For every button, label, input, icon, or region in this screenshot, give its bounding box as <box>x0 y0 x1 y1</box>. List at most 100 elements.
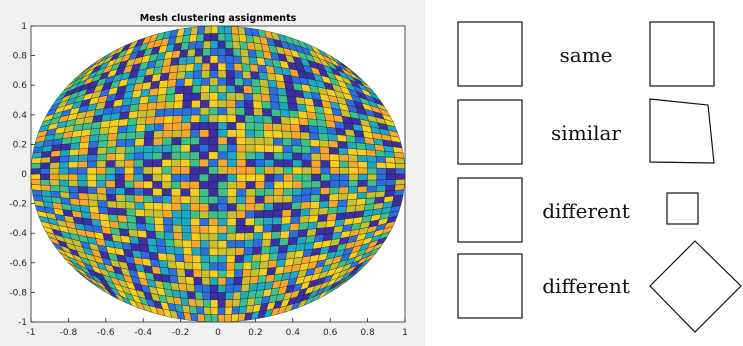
mesh-cell <box>355 142 367 150</box>
mesh-cell <box>245 203 256 211</box>
mesh-cell <box>124 180 135 189</box>
mesh-cell <box>139 243 150 253</box>
mesh-cell <box>171 137 182 146</box>
mesh-cell <box>190 136 200 145</box>
mesh-cell <box>157 252 168 261</box>
mesh-cell <box>185 276 195 285</box>
mesh-cell <box>208 240 219 249</box>
mesh-cell <box>217 269 227 278</box>
mesh-cell <box>316 220 327 229</box>
mesh-cell <box>217 188 228 197</box>
mesh-cell <box>385 179 396 186</box>
mesh-cell <box>244 239 254 248</box>
mesh-cell <box>254 217 264 226</box>
mesh-cell <box>134 208 146 217</box>
mesh-cell <box>174 85 185 95</box>
mesh-cell <box>105 153 116 161</box>
mesh-cell <box>96 173 107 181</box>
mesh-cell <box>203 306 212 315</box>
mesh-cell <box>180 151 191 160</box>
mesh-cell <box>336 205 348 214</box>
mesh-cell <box>339 160 350 168</box>
mesh-cell <box>100 219 111 228</box>
mesh-cell <box>162 137 173 146</box>
mesh-cell <box>189 188 200 197</box>
mesh-cell <box>233 63 243 72</box>
mesh-cell <box>271 115 282 124</box>
mesh-cell <box>263 202 274 211</box>
mesh-cell <box>290 131 302 140</box>
mesh-cell <box>126 215 137 224</box>
mesh-cell <box>326 213 337 222</box>
mesh-cell <box>191 254 202 263</box>
mesh-cell <box>99 126 110 135</box>
x-tick-label: 0 <box>215 328 221 338</box>
mesh-cell <box>227 151 237 160</box>
mesh-cell <box>86 180 97 188</box>
mesh-cell <box>208 159 219 167</box>
mesh-cell <box>186 48 196 57</box>
mesh-cell <box>172 115 183 124</box>
same-square <box>649 21 715 87</box>
mesh-cell <box>254 195 265 204</box>
mesh-cell <box>139 95 150 105</box>
mesh-cell <box>200 262 210 271</box>
mesh-cell <box>190 129 200 138</box>
mesh-cell <box>107 132 118 141</box>
mesh-cell <box>181 232 192 241</box>
plot-title: Mesh clustering assignments <box>140 13 297 24</box>
mesh-cell <box>275 258 286 268</box>
mesh-cell <box>143 166 153 175</box>
mesh-cell <box>164 100 175 110</box>
mesh-cell <box>301 173 312 182</box>
mesh-cell <box>120 235 131 244</box>
mesh-cell <box>143 145 154 153</box>
mesh-cell <box>348 167 359 175</box>
mesh-cell <box>280 116 291 125</box>
mesh-cell <box>172 122 182 131</box>
y-axis-ticks: 1 0.8 0.6 0.4 0.2 0 -0.2 -0.4 -0.6 -0.8 -1 <box>9 22 35 328</box>
mesh-cell <box>190 217 201 226</box>
mesh-cell <box>68 161 79 169</box>
mesh-cell <box>308 214 319 223</box>
mesh-cell <box>285 250 296 260</box>
mesh-cell <box>300 201 311 210</box>
mesh-cell <box>209 85 219 93</box>
mesh-cell <box>244 100 254 109</box>
mesh-cell <box>201 269 211 278</box>
mesh-cell <box>288 229 299 239</box>
mesh-cell <box>317 214 328 222</box>
mesh-cell <box>201 284 211 293</box>
mesh-cell <box>115 146 126 154</box>
mesh-cell <box>189 144 200 153</box>
mesh-cell <box>385 162 396 169</box>
mesh-cell <box>226 247 236 256</box>
mesh-cell <box>278 94 289 104</box>
mesh-cell <box>245 159 256 167</box>
mesh-cell <box>262 224 273 233</box>
mesh-cell <box>309 132 320 141</box>
mesh-cell <box>225 269 235 278</box>
mesh-cell <box>115 159 125 168</box>
mesh-cell <box>244 107 255 116</box>
mesh-cell <box>190 210 200 219</box>
mesh-cell <box>234 85 245 94</box>
mesh-cell <box>225 62 235 71</box>
mesh-cell <box>227 181 237 189</box>
mesh-cell <box>77 173 88 181</box>
mesh-cell <box>170 282 180 291</box>
mesh-cell <box>128 229 139 238</box>
mesh-cell <box>190 107 201 116</box>
mesh-cell <box>270 238 281 247</box>
mesh-cell <box>301 159 312 168</box>
mesh-cell <box>385 184 396 192</box>
mesh-cell <box>375 156 387 163</box>
mesh-cell <box>348 173 359 181</box>
mesh-cell <box>150 80 161 90</box>
mesh-cell <box>160 274 171 283</box>
mesh-cell <box>282 137 293 146</box>
mesh-cell <box>226 114 237 123</box>
mesh-cell <box>157 87 168 96</box>
mesh-cell <box>106 193 117 202</box>
mesh-cell <box>245 210 255 219</box>
